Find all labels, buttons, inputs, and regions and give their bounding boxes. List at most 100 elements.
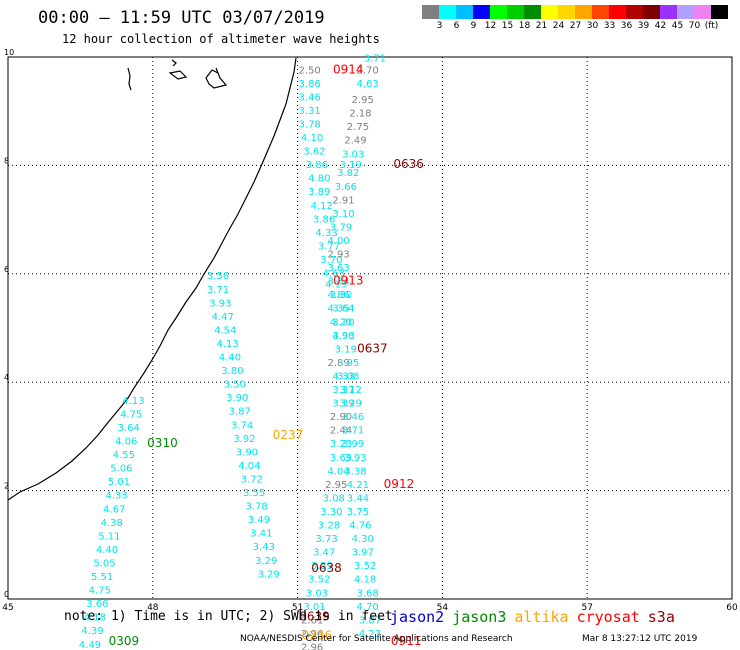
wave-height-label: 3.99 [342,439,364,450]
wave-height-label: 3.03 [306,588,328,599]
wave-height-label: 4.55 [113,450,135,461]
wave-height-label: 3.03 [342,149,364,160]
legend-swatch [643,5,660,19]
wave-height-label: 4.35 [327,304,349,315]
wave-height-label: 3.43 [253,542,275,553]
legend-label: 70 [688,21,701,31]
wave-height-label: 3.80 [221,366,243,377]
legend-swatch [422,5,439,19]
wave-height-label: 4.18 [84,613,106,624]
legend-label: 45 [671,21,684,31]
pass-time-label: 0237 [273,428,304,442]
wave-height-label: 3.64 [118,423,140,434]
wave-height-label: 3.47 [313,548,335,559]
pass-time-label: 0639 [299,610,330,624]
wave-height-label: 3.20 [332,317,354,328]
wave-height-label: 4.04 [238,461,260,472]
wave-height-label: 3.19 [335,344,357,355]
wave-height-label: 2.75 [347,122,369,133]
wave-height-label: 4.47 [212,312,234,323]
island [127,67,132,91]
legend-swatch [677,5,694,19]
wave-height-label: 3.86 [313,214,335,225]
wave-height-label: 3.30 [330,290,352,301]
island [171,59,177,67]
wave-height-label: 3.77 [318,241,340,252]
legend-label: 3 [436,21,443,31]
wave-height-label: 2.93 [327,250,349,261]
legend-swatch [473,5,490,19]
wave-height-label: 4.86 [327,290,349,301]
wave-height-label: 3.95 [337,358,359,369]
wave-height-label: 3.68 [356,588,378,599]
wave-height-label: 3.72 [241,474,263,485]
wave-height-label: 2.96 [301,642,323,650]
legend-label: 21 [535,21,548,31]
wave-height-label: 2.96 [301,629,323,640]
wave-height-label: 3.29 [340,399,362,410]
legend-label: 15 [501,21,514,31]
wave-height-label: 4.06 [115,437,137,448]
wave-height-label: 3.49 [248,515,270,526]
wave-height-label: 4.30 [352,534,374,545]
wave-height-label: 3.38 [344,466,366,477]
x-tick-label: 48 [147,603,159,613]
wave-height-label: 3.44 [347,493,369,504]
wave-height-label: 3.82 [337,168,359,179]
wave-height-label: 3.66 [335,182,357,193]
wave-height-label: 4.76 [349,521,371,532]
wave-height-label: 3.29 [255,556,277,567]
island [168,70,188,80]
legend-label: 24 [552,21,565,31]
legend-swatch [609,5,626,19]
x-tick-label: 60 [726,603,738,613]
wave-height-label: 4.63 [323,269,345,280]
wave-height-label: 4.70 [356,602,378,613]
page-title: 00:00 – 11:59 UTC 03/07/2019 [38,8,325,28]
legend-label: 27 [569,21,582,31]
wave-height-label: 4.13 [122,396,144,407]
wave-height-label: 2.49 [344,136,366,147]
wave-height-label: 3.66 [86,599,108,610]
pass-time-label: 0914 [333,62,364,76]
legend-label: 9 [470,21,477,31]
wave-height-label: 4.96 [332,331,354,342]
wave-height-label: 3.79 [330,222,352,233]
wave-height-label: 3.39 [332,399,354,410]
wave-height-label: 2.50 [299,65,321,76]
x-tick-label: 54 [437,603,449,613]
wave-height-label: 3.50 [224,380,246,391]
wave-height-label: 3.34 [327,277,349,288]
island [205,67,228,89]
wave-height-label: 3.39 [311,561,333,572]
wave-height-label: 3.90 [332,331,354,342]
wave-height-label: 4.12 [311,201,333,212]
wave-height-label: 3.78 [245,502,267,513]
wave-height-label: 3.62 [303,147,325,158]
legend-swatch [626,5,643,19]
wave-height-label: 3.86 [299,79,321,90]
wave-height-label: 3.28 [318,521,340,532]
wave-height-label: 3.87 [229,407,251,418]
wave-height-label: 4.33 [315,228,337,239]
y-tick-label: 6 [4,265,9,274]
wave-height-label: 5.05 [93,558,115,569]
wave-height-label: 3.63 [327,263,349,274]
pass-time-label: 0636 [393,157,424,171]
wave-height-label: 3.71 [342,426,364,437]
credit-timestamp: Mar 8 13:27:12 UTC 2019 [582,634,698,644]
legend-swatch [575,5,592,19]
pass-time-label: 0309 [109,634,140,648]
legend-swatch [439,5,456,19]
x-tick-label: 57 [581,603,592,613]
wave-height-label: 4.75 [89,586,111,597]
satellite-legend: jason2 jason3 altika cryosat s3a [390,608,683,626]
legend-label: 42 [654,21,667,31]
legend-swatch [694,5,711,19]
wave-height-label: 3.19 [340,160,362,171]
pass-time-label: 0236 [302,629,333,643]
wave-height-label: 2.95 [325,480,347,491]
legend-swatch [558,5,575,19]
wave-height-label: 2.70 [356,65,378,76]
